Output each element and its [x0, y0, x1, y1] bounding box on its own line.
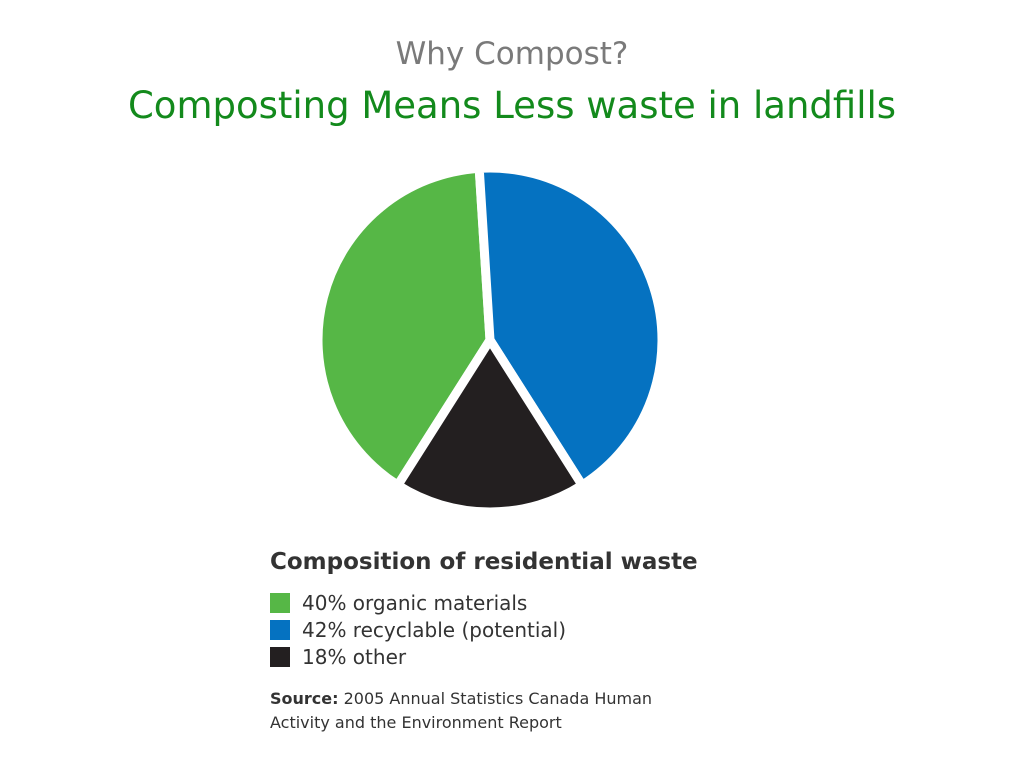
slide-title: Composting Means Less waste in landfills [127, 84, 897, 127]
source-label: Source: [270, 689, 339, 708]
legend-swatch-recyclable [270, 619, 290, 640]
legend-swatch-organic [270, 592, 290, 613]
legend-label-other: 18% other [302, 644, 407, 669]
chart-title: Composition of residential waste [270, 549, 698, 575]
source-note: Source: 2005 Annual Statistics Canada Hu… [270, 687, 700, 735]
legend-item-organic: 40% organic materials [270, 589, 790, 616]
pie-slice-other [393, 335, 587, 517]
source-text: 2005 Annual Statistics Canada Human Acti… [270, 689, 653, 732]
legend-label-organic: 40% organic materials [302, 590, 528, 615]
legend-item-other: 18% other [270, 643, 790, 670]
chart-legend: 40% organic materials 42% recyclable (po… [270, 589, 790, 670]
pie-chart [313, 163, 667, 517]
legend-label-recyclable: 42% recyclable (potential) [302, 617, 567, 642]
slide-heading: Why Compost? Composting Means Less waste… [0, 32, 1024, 132]
pie-slice-recyclable [474, 163, 667, 490]
chart-caption: Composition of residential waste 40% org… [270, 545, 790, 735]
slide-kicker: Why Compost? [395, 36, 629, 72]
legend-item-recyclable: 42% recyclable (potential) [270, 616, 790, 643]
legend-swatch-other [270, 646, 290, 667]
